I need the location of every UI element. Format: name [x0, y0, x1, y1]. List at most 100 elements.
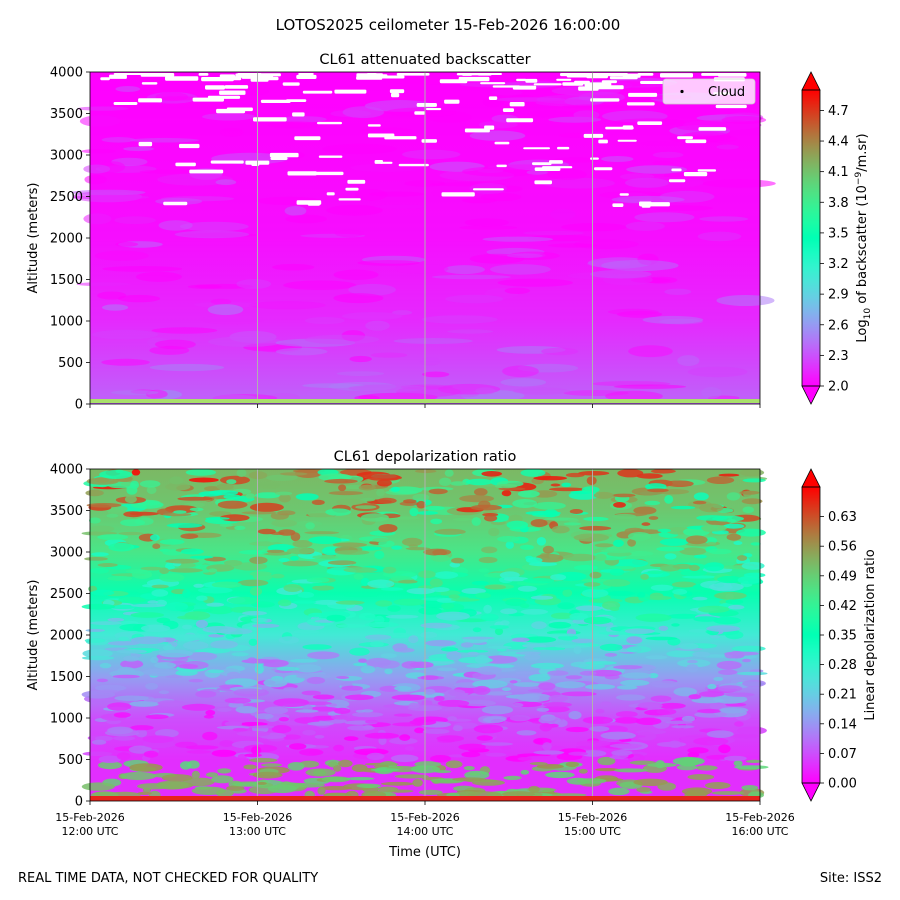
- field-cell: [159, 573, 185, 582]
- field-cell: [343, 593, 379, 598]
- field-cell: [391, 694, 426, 701]
- field-cell: [714, 591, 747, 600]
- field-cell: [380, 653, 397, 659]
- field-cell: [116, 649, 147, 654]
- field-cell: [490, 264, 551, 275]
- field-cell: [507, 629, 532, 634]
- field-cell: [205, 709, 216, 716]
- field-cell: [422, 371, 450, 378]
- field-cell: [536, 764, 564, 769]
- field-cell: [697, 231, 742, 242]
- field-cell: [568, 711, 582, 720]
- backscatter-y-label: Altitude (meters): [26, 183, 41, 294]
- field-cell: [204, 486, 221, 492]
- field-cell: [448, 594, 460, 599]
- cloud-point: [464, 128, 490, 133]
- colorbar-tick-label: 0.63: [828, 510, 857, 525]
- backscatter-x-axis: [89, 404, 761, 408]
- field-cell: [464, 218, 509, 227]
- field-cell: [346, 777, 375, 781]
- field-cell: [688, 694, 702, 700]
- backscatter-colorbar-ticks: 2.0 2.3 2.6 2.9 3.2 3.5 3.8 4.1 4.4 4.7: [820, 104, 849, 395]
- field-cell: [236, 279, 272, 289]
- field-cell: [91, 739, 107, 745]
- field-cell: [461, 588, 487, 594]
- field-cell: [227, 596, 260, 605]
- field-cell: [609, 606, 620, 612]
- field-cell: [664, 288, 692, 295]
- y-tick-label: 1500: [50, 273, 83, 288]
- colorbar-frame: [801, 89, 821, 387]
- field-cell: [567, 518, 579, 523]
- field-cell: [403, 499, 417, 504]
- field-cell: [741, 562, 765, 570]
- field-cell: [81, 782, 115, 791]
- field-cell: [360, 665, 376, 674]
- cloud-point: [380, 161, 393, 164]
- field-cell: [115, 86, 141, 92]
- field-cell: [361, 709, 374, 713]
- field-cell: [607, 308, 659, 315]
- field-cell: [658, 625, 669, 631]
- field-cell: [515, 671, 534, 675]
- cloud-point: [198, 73, 209, 76]
- cloud-point: [163, 201, 188, 206]
- cloud-legend-marker: [680, 89, 684, 94]
- field-cell: [562, 553, 598, 562]
- field-cell: [736, 528, 766, 537]
- field-cell: [658, 702, 686, 709]
- y-tick-label: 2500: [50, 587, 83, 602]
- field-cell: [306, 676, 326, 685]
- field-cell: [651, 469, 676, 474]
- field-cell: [541, 347, 579, 356]
- cloud-point: [697, 169, 717, 172]
- field-cell: [334, 707, 351, 715]
- field-cell: [181, 703, 216, 711]
- field-cell: [745, 759, 763, 764]
- field-cell: [635, 717, 662, 725]
- field-cell: [156, 96, 201, 101]
- field-cell: [481, 546, 498, 554]
- field-cell: [279, 116, 327, 123]
- field-cell: [364, 621, 399, 628]
- field-cell: [161, 774, 193, 782]
- cloud-point: [715, 104, 747, 109]
- cloud-point: [255, 73, 281, 77]
- field-cell: [345, 484, 364, 490]
- field-cell: [174, 230, 250, 239]
- y-tick-label: 3500: [50, 504, 83, 519]
- field-cell: [342, 106, 385, 119]
- field-cell: [737, 555, 748, 561]
- field-cell: [193, 583, 204, 588]
- field-cell: [266, 121, 324, 129]
- field-cell: [523, 230, 585, 236]
- field-cell: [82, 751, 113, 756]
- field-cell: [394, 774, 429, 779]
- field-cell: [335, 600, 365, 605]
- field-cell: [445, 294, 504, 304]
- field-cell: [116, 752, 131, 760]
- field-cell: [582, 716, 614, 724]
- cloud-point: [516, 78, 527, 82]
- cloud-point: [533, 83, 562, 86]
- field-cell: [473, 724, 504, 734]
- field-cell: [237, 579, 269, 587]
- field-cell: [376, 479, 392, 487]
- field-cell: [481, 742, 513, 746]
- field-cell: [448, 689, 466, 697]
- cloud-point: [312, 171, 344, 176]
- field-cell: [613, 502, 626, 508]
- field-cell: [374, 204, 429, 209]
- field-cell: [530, 662, 565, 669]
- field-cell: [512, 702, 524, 708]
- x-tick-time: 14:00 UTC: [396, 825, 453, 838]
- field-cell: [707, 683, 717, 690]
- field-cell: [374, 550, 385, 560]
- field-cell: [277, 599, 292, 607]
- field-cell: [309, 583, 327, 586]
- field-cell: [548, 487, 585, 492]
- field-cell: [130, 725, 154, 731]
- field-cell: [436, 735, 465, 742]
- field-cell: [333, 269, 379, 280]
- field-cell: [272, 263, 315, 271]
